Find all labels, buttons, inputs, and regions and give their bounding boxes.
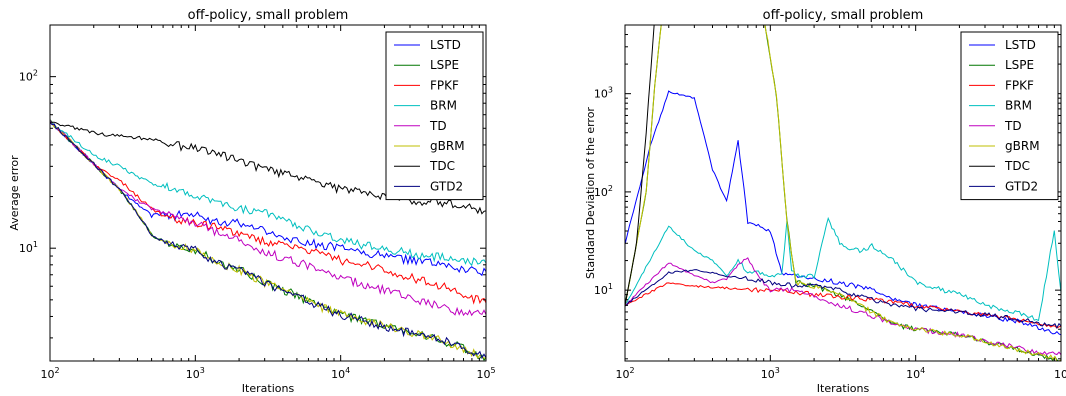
- series-line-gbrm: [625, 25, 1061, 361]
- legend-label: FPKF: [1005, 78, 1034, 92]
- legend-box: [385, 31, 484, 201]
- y-axis-label: Standard Deviation of the error: [584, 107, 597, 279]
- legend-label: TD: [429, 119, 447, 133]
- series-line-tdc: [50, 121, 486, 215]
- legend-label: LSTD: [430, 38, 461, 52]
- legend-label: gBRM: [430, 139, 465, 153]
- series-line-fpkf: [625, 282, 1061, 329]
- series-line-tdc: [625, 25, 655, 307]
- series-line-gtd2: [50, 122, 486, 360]
- y-tick-label: 102: [19, 69, 38, 84]
- x-axis-label: Iterations: [242, 382, 295, 395]
- plot-frame: [49, 24, 487, 362]
- x-tick-label: 103: [186, 366, 205, 381]
- legend-label: TDC: [1004, 159, 1030, 173]
- x-tick-label: 10: [1054, 368, 1066, 381]
- x-tick-label: 102: [40, 366, 59, 381]
- legend-label: LSPE: [430, 58, 459, 72]
- legend-label: GTD2: [430, 179, 463, 193]
- legend-label: BRM: [430, 99, 457, 113]
- series-line-td: [50, 119, 486, 317]
- series-line-fpkf: [50, 120, 486, 305]
- series-line-lstd: [625, 90, 1061, 336]
- series-group: [625, 25, 1061, 361]
- legend-label: gBRM: [1005, 139, 1040, 153]
- y-tick-label: 101: [594, 282, 613, 297]
- x-tick-label: 104: [331, 366, 350, 381]
- chart-title: off-policy, small problem: [188, 8, 349, 23]
- legend-label: BRM: [1005, 99, 1032, 113]
- series-group: [50, 119, 486, 361]
- legend: LSTD LSPE FPKF BRM TD gBRM TDC GTD2: [960, 31, 1059, 201]
- plot-frame: [624, 24, 1062, 362]
- y-axis-label: Average error: [8, 155, 21, 231]
- legend-label: TDC: [429, 159, 455, 173]
- x-axis-label: Iterations: [817, 382, 870, 395]
- y-tick-label: 101: [19, 240, 38, 255]
- series-line-td: [625, 257, 1061, 356]
- x-tick-label: 105: [476, 366, 495, 381]
- series-line-brm: [50, 120, 486, 267]
- legend: LSTD LSPE FPKF BRM TD gBRM TDC GTD2: [385, 31, 484, 201]
- series-line-gtd2: [625, 269, 1061, 330]
- series-line-lspe: [625, 25, 1061, 361]
- legend-box: [960, 31, 1059, 201]
- x-tick-label: 102: [615, 366, 634, 381]
- y-tick-label: 103: [594, 86, 613, 101]
- legend-label: TD: [1004, 119, 1022, 133]
- x-tick-label: 103: [761, 366, 780, 381]
- chart-title: off-policy, small problem: [763, 8, 924, 23]
- y-tick-label: 102: [594, 184, 613, 199]
- x-tick-label: 104: [906, 366, 925, 381]
- series-line-brm: [625, 216, 1061, 322]
- legend-label: LSPE: [1005, 58, 1034, 72]
- chart-1: 102 103 104 105 101 102 off-policy, small prob…: [8, 8, 496, 395]
- legend-label: FPKF: [430, 78, 459, 92]
- legend-label: GTD2: [1005, 179, 1038, 193]
- chart-2: 102 103 104 10 101 102 103 off-policy, small pr…: [584, 8, 1066, 395]
- legend-label: LSTD: [1005, 38, 1036, 52]
